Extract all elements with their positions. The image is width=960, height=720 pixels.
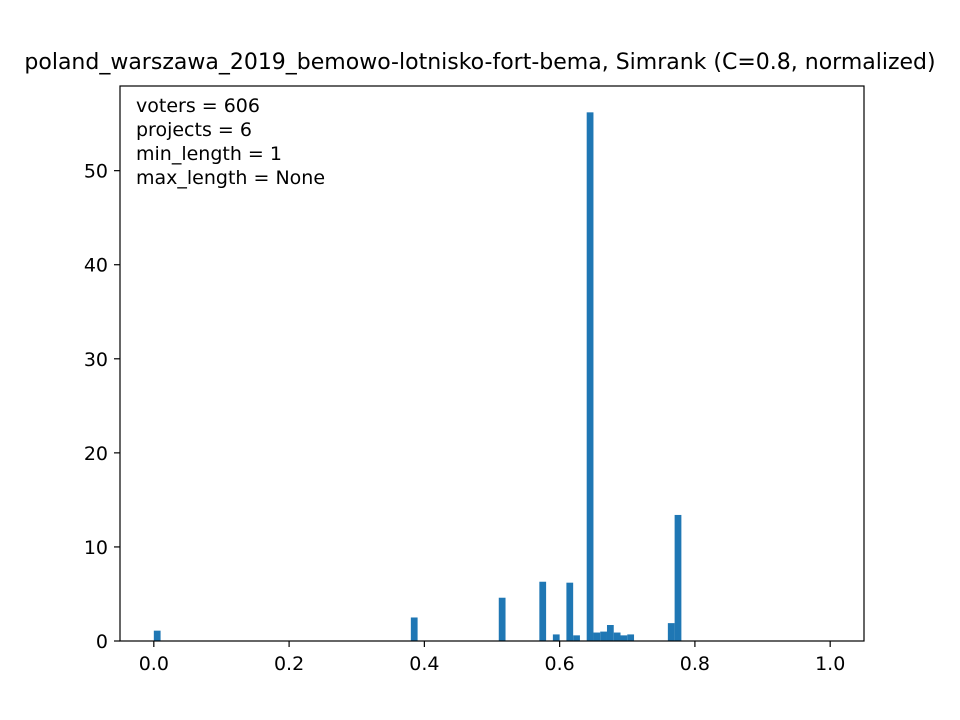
- histogram-bar-5: [566, 582, 574, 641]
- histogram-bar-9: [600, 631, 607, 641]
- histogram-bar-11: [613, 632, 621, 641]
- histogram-bar-8: [593, 632, 601, 641]
- x-tick-label-5: 1.0: [815, 653, 845, 675]
- annotation-max-length: max_length = None: [136, 167, 326, 189]
- histogram-bar-3: [539, 581, 547, 641]
- stats-annotation: voters = 606 projects = 6 min_length = 1…: [136, 94, 325, 190]
- y-tick-label-1: 10: [84, 537, 108, 559]
- x-tick-label-3: 0.6: [545, 653, 575, 675]
- y-tick-label-3: 30: [84, 349, 108, 371]
- histogram-bar-12: [620, 635, 628, 641]
- x-tick-label-4: 0.8: [680, 653, 710, 675]
- histogram-bar-15: [674, 514, 682, 641]
- histogram-bar-2: [498, 597, 506, 641]
- histogram-bar-4: [552, 634, 560, 641]
- x-tick-label-2: 0.4: [409, 653, 439, 675]
- annotation-projects: projects = 6: [136, 119, 252, 141]
- bars-group: [153, 112, 682, 641]
- annotation-voters: voters = 606: [136, 95, 260, 117]
- y-tick-label-2: 20: [84, 443, 108, 465]
- annotation-min-length: min_length = 1: [136, 143, 282, 165]
- y-axis-ticks: 0 10 20 30 40 50: [84, 161, 120, 653]
- x-tick-label-1: 0.2: [274, 653, 304, 675]
- histogram-bar-7: [586, 112, 594, 641]
- y-tick-label-4: 40: [84, 255, 108, 277]
- x-axis-ticks: 0.0 0.2 0.4 0.6 0.8 1.0: [139, 641, 845, 675]
- histogram-bar-6: [573, 635, 580, 641]
- chart-title: poland_warszawa_2019_bemowo-lotnisko-for…: [24, 50, 936, 75]
- histogram-bar-14: [667, 623, 675, 641]
- histogram-bar-10: [606, 625, 614, 641]
- histogram-bar-1: [410, 617, 418, 641]
- histogram-bar-0: [153, 630, 161, 641]
- y-tick-label-0: 0: [96, 631, 108, 653]
- plot-frame: [119, 85, 865, 642]
- histogram-bar-13: [627, 634, 635, 641]
- x-tick-label-0: 0.0: [139, 653, 169, 675]
- y-tick-label-5: 50: [84, 161, 108, 183]
